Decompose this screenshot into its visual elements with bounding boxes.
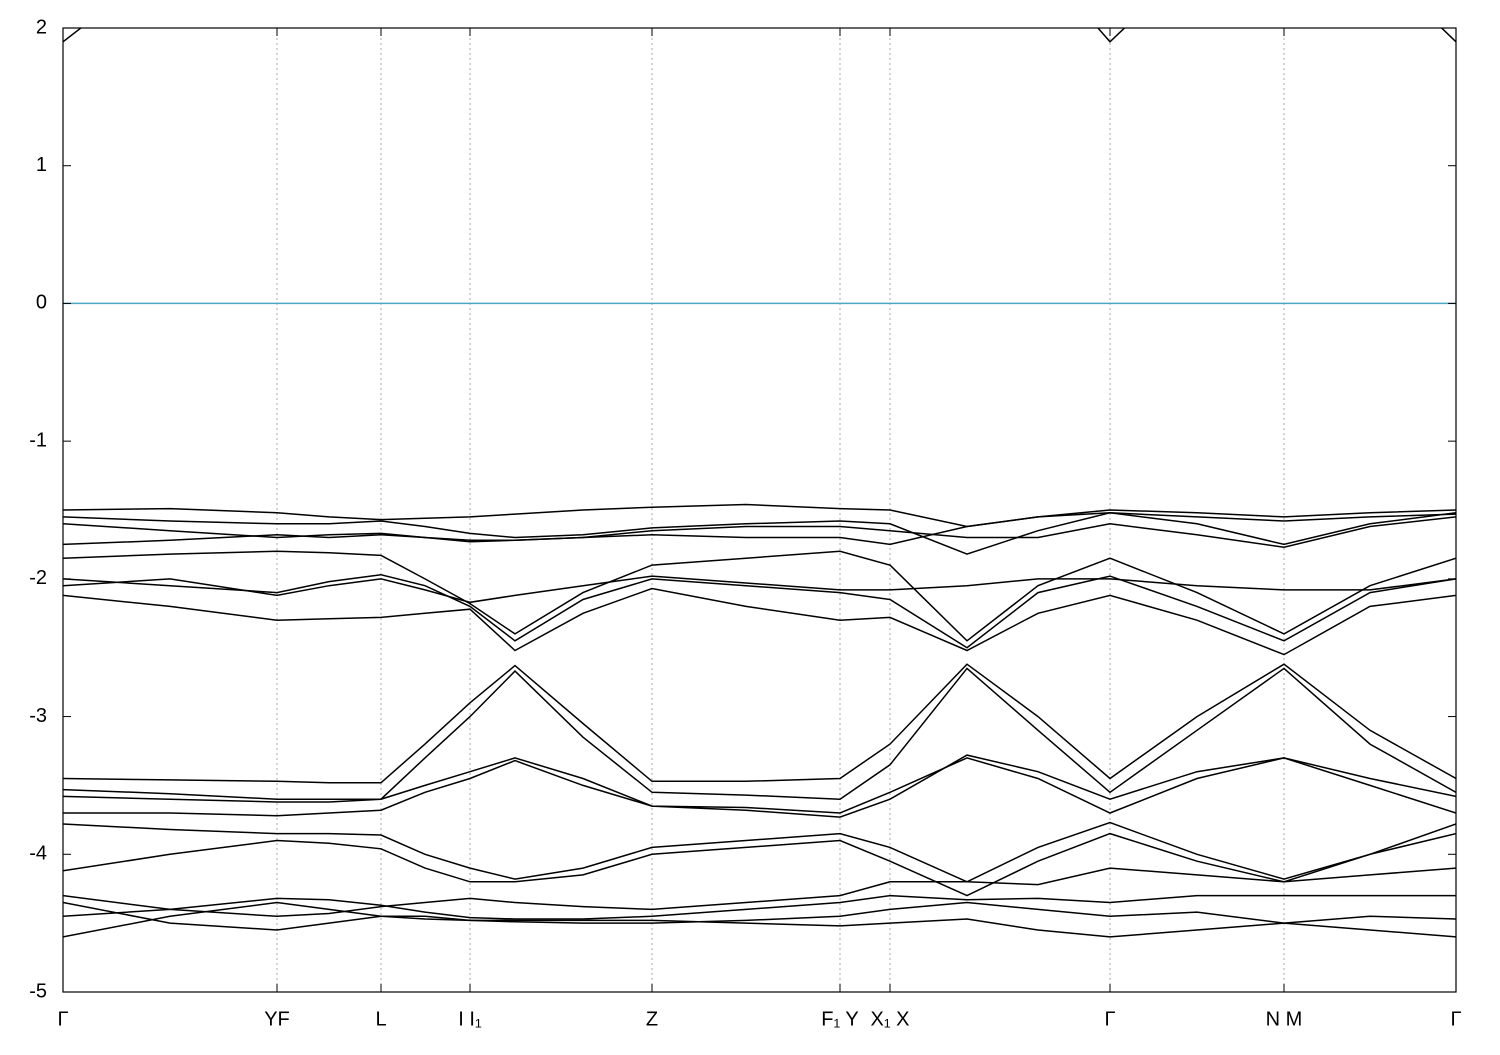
x-tick-label: L	[375, 1008, 386, 1030]
x-tick-label: X₁ X	[871, 1008, 910, 1030]
band-line	[63, 550, 1456, 642]
band-line	[63, 512, 1456, 555]
x-tick-label: Γ	[57, 1008, 68, 1030]
y-tick-label: 2	[36, 16, 47, 38]
y-tick-label: -4	[29, 843, 47, 865]
x-tick-label: N M	[1266, 1008, 1303, 1030]
x-tick-label: YF	[264, 1008, 290, 1030]
band-line	[63, 575, 1456, 604]
band-line	[63, 512, 1456, 546]
y-tick-label: 0	[36, 292, 47, 314]
band-line	[63, 757, 1456, 814]
plot-frame	[62, 27, 1457, 993]
x-tick-label: I I₁	[458, 1008, 482, 1030]
y-tick-label: -5	[29, 980, 47, 1002]
x-tick-label: Γ	[1450, 1008, 1461, 1030]
band-line	[63, 503, 1456, 528]
x-tick-label: Z	[646, 1008, 658, 1030]
band-line	[63, 754, 1456, 818]
band-line	[63, 663, 1456, 784]
band-line	[63, 516, 1456, 548]
band-line	[63, 832, 1456, 897]
band-line	[63, 901, 1456, 931]
band-line	[63, 867, 1456, 918]
band-line	[63, 28, 1456, 43]
band-line	[63, 894, 1456, 920]
band-line	[63, 821, 1456, 883]
x-tick-label: Γ	[1104, 1008, 1115, 1030]
y-tick-label: -3	[29, 705, 47, 727]
band-line	[63, 573, 1456, 649]
y-tick-label: -1	[29, 429, 47, 451]
x-tick-label: F₁ Y	[821, 1008, 859, 1030]
y-tick-label: -2	[29, 567, 47, 589]
band-line	[63, 667, 1456, 800]
plot-area	[63, 28, 1456, 992]
y-tick-label: 1	[36, 154, 47, 176]
band-line	[63, 587, 1456, 656]
